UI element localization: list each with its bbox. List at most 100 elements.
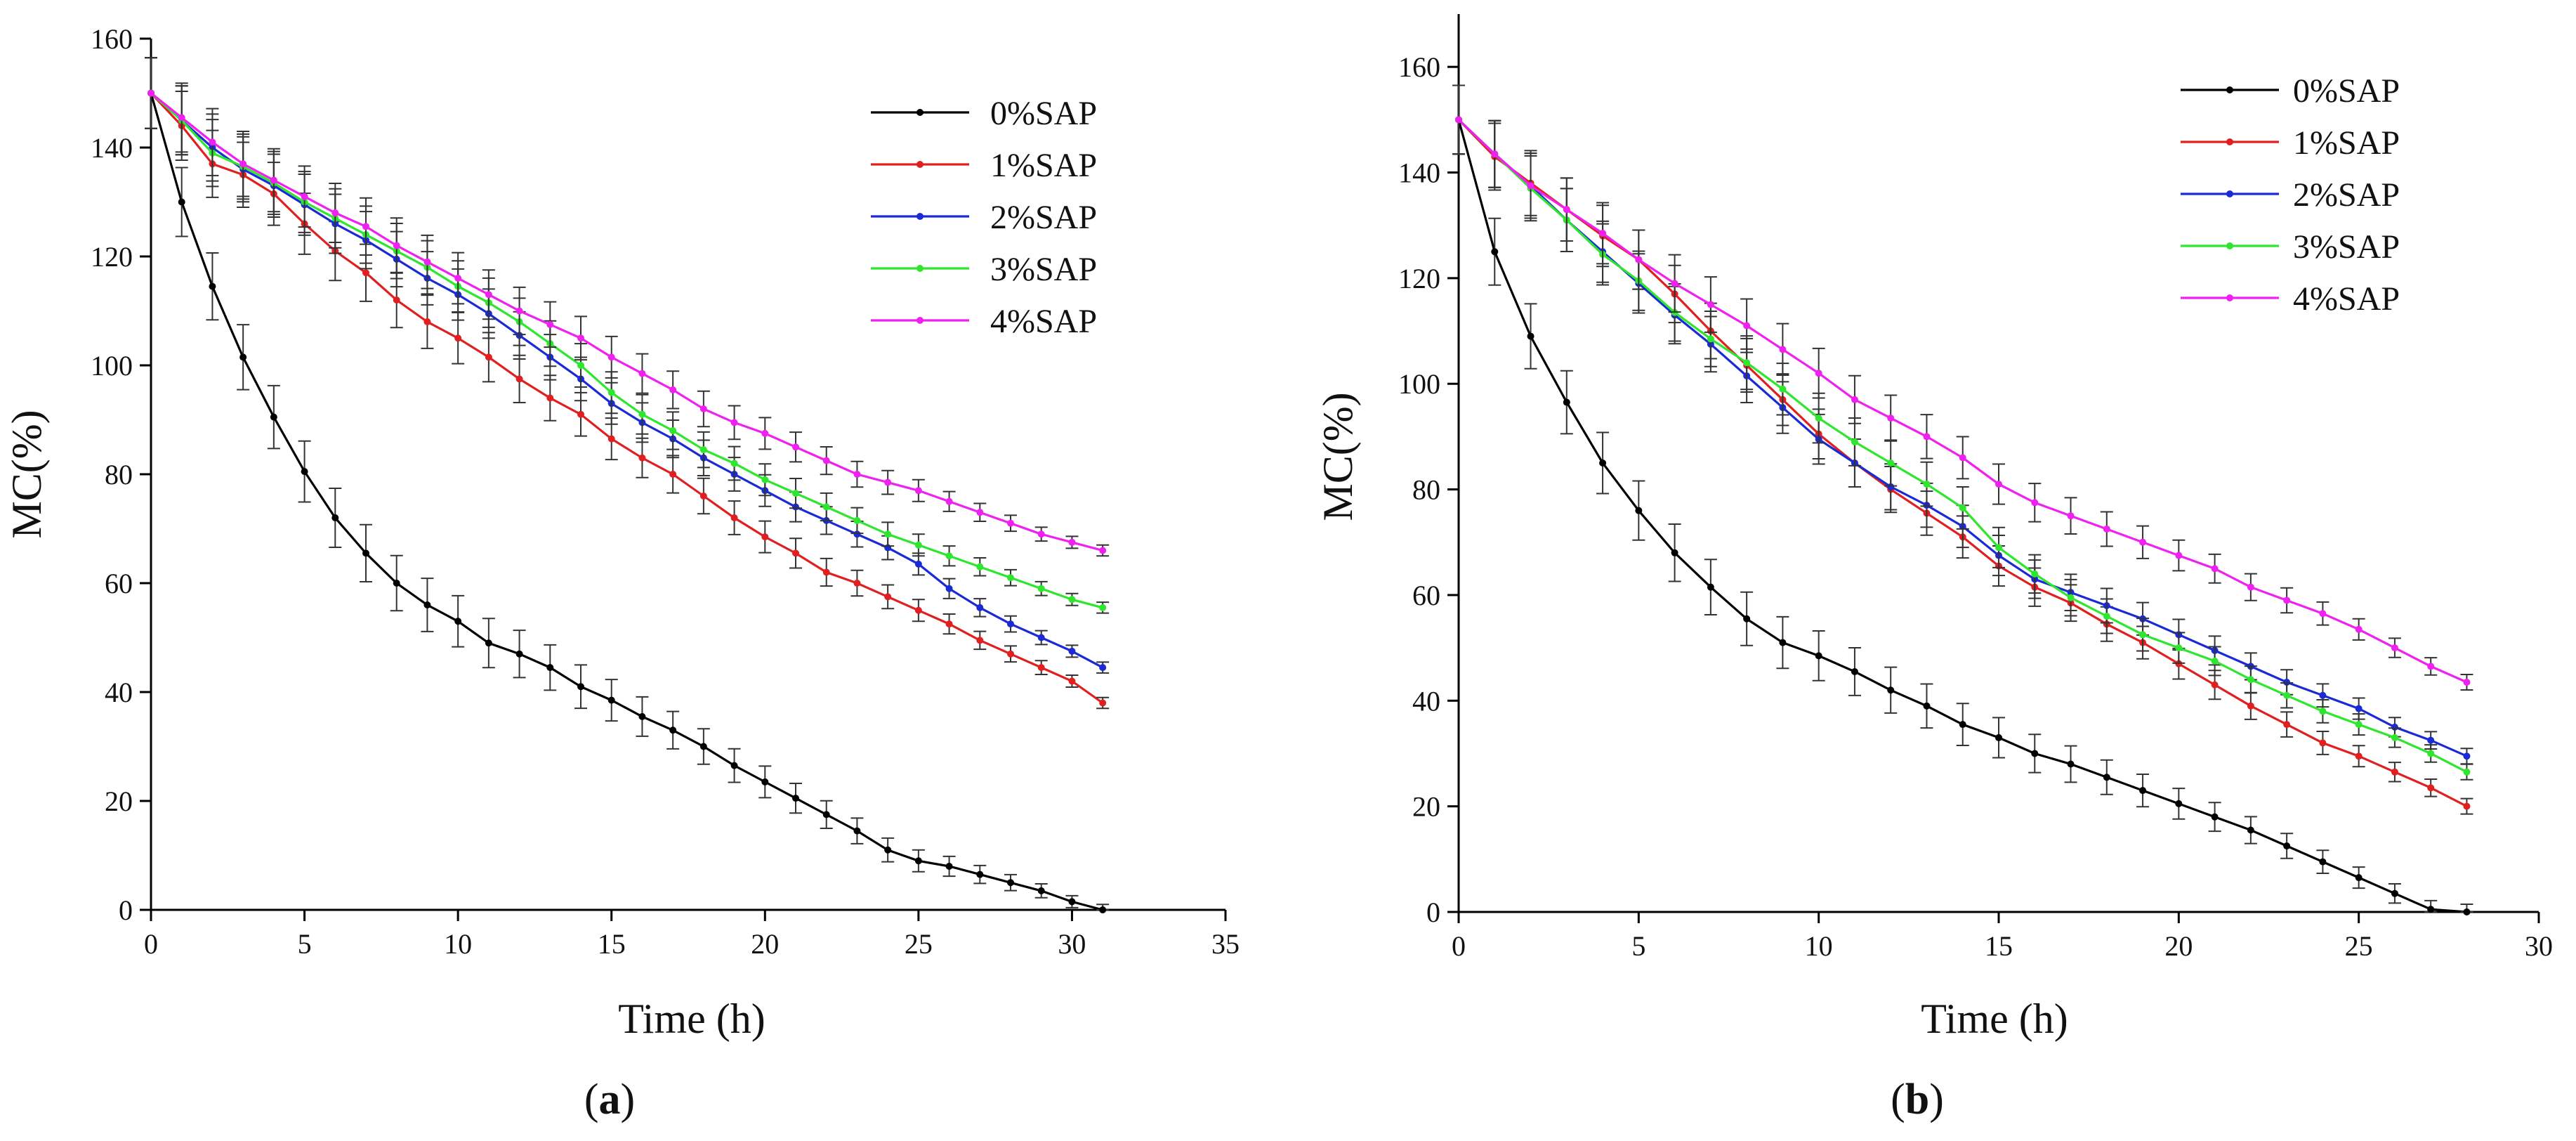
legend-marker xyxy=(2226,138,2233,145)
data-point xyxy=(270,413,277,421)
data-point xyxy=(1851,438,1858,445)
series-line xyxy=(150,92,1104,704)
data-point xyxy=(209,282,216,290)
data-point xyxy=(1068,898,1076,906)
data-point xyxy=(362,269,369,277)
legend-marker xyxy=(2226,242,2233,249)
data-point xyxy=(331,209,339,216)
data-point xyxy=(976,871,984,878)
y-tick-label: 160 xyxy=(1398,51,1440,83)
data-point xyxy=(853,827,861,835)
data-point xyxy=(2211,681,2219,689)
data-point xyxy=(423,318,431,325)
legend-marker xyxy=(916,317,924,324)
y-tick-label: 140 xyxy=(1398,157,1440,189)
data-point xyxy=(2283,842,2291,850)
legend-label: 4%SAP xyxy=(2293,280,2400,318)
data-point xyxy=(546,394,554,402)
data-point xyxy=(1037,585,1045,592)
data-point xyxy=(945,585,953,592)
data-point xyxy=(1068,538,1076,546)
data-point xyxy=(1779,639,1787,646)
data-point xyxy=(2427,906,2435,913)
data-point xyxy=(1068,647,1076,655)
y-tick-label: 120 xyxy=(91,241,133,273)
data-point xyxy=(1099,699,1107,707)
data-point xyxy=(2319,739,2327,747)
data-point xyxy=(1455,116,1462,124)
data-point xyxy=(2463,752,2471,760)
data-point xyxy=(2139,538,2147,546)
y-tick-label: 0 xyxy=(119,894,133,926)
y-tick-label: 20 xyxy=(105,785,133,817)
data-point xyxy=(2139,631,2147,639)
y-tick-label: 80 xyxy=(1412,474,1440,506)
x-tick-label: 5 xyxy=(1631,930,1645,962)
data-point xyxy=(1099,664,1107,672)
legend-item-3%SAP: 3%SAP xyxy=(871,251,1097,288)
x-tick-label: 0 xyxy=(144,928,158,960)
legend-marker xyxy=(2226,294,2233,301)
data-point xyxy=(2067,512,2075,520)
data-point xyxy=(423,258,431,266)
data-point xyxy=(515,307,523,315)
legend-label: 1%SAP xyxy=(2293,124,2400,162)
data-point xyxy=(976,509,984,516)
data-point xyxy=(1743,322,1751,330)
data-point xyxy=(2283,596,2291,604)
data-point xyxy=(2175,644,2183,652)
panel-label-b-open: ( xyxy=(1891,1076,1905,1123)
data-point xyxy=(2139,787,2147,795)
data-point xyxy=(1007,574,1014,582)
data-point xyxy=(2247,702,2254,710)
data-point xyxy=(2391,768,2398,776)
y-axis-label-b: MC(%) xyxy=(1315,392,1361,521)
data-point xyxy=(577,334,584,342)
data-point xyxy=(1007,650,1014,658)
data-point xyxy=(2355,721,2363,729)
data-point xyxy=(730,419,738,426)
series-0%SAP xyxy=(145,57,1110,913)
panel-label-a: (a) xyxy=(584,1076,635,1123)
data-point xyxy=(2391,644,2398,652)
y-axis-label-a: MC(%) xyxy=(4,410,50,538)
x-tick-label: 20 xyxy=(751,928,779,960)
x-tick-label: 25 xyxy=(2345,930,2373,962)
data-point xyxy=(638,410,646,418)
data-point xyxy=(2355,625,2363,633)
data-point xyxy=(699,493,707,500)
data-point xyxy=(1599,459,1607,467)
legend-item-2%SAP: 2%SAP xyxy=(2181,176,2400,214)
data-point xyxy=(2463,678,2471,686)
data-point xyxy=(2427,736,2435,744)
data-point xyxy=(577,362,584,369)
data-point xyxy=(2391,889,2398,897)
data-point xyxy=(147,89,155,97)
data-point xyxy=(730,762,738,769)
data-point xyxy=(485,353,492,361)
legend-item-3%SAP: 3%SAP xyxy=(2181,228,2400,266)
legend-item-4%SAP: 4%SAP xyxy=(871,303,1097,340)
data-point xyxy=(699,743,707,750)
y-tick-label: 60 xyxy=(105,568,133,599)
data-point xyxy=(792,490,799,497)
data-point xyxy=(1779,385,1787,393)
data-point xyxy=(2031,499,2039,507)
data-point xyxy=(2211,813,2219,821)
data-point xyxy=(1815,415,1822,422)
data-point xyxy=(761,533,769,541)
data-point xyxy=(209,138,216,146)
x-tick-label: 5 xyxy=(298,928,312,960)
data-point xyxy=(1068,677,1076,685)
data-point xyxy=(454,618,462,625)
data-point xyxy=(945,552,953,560)
data-point xyxy=(239,160,247,168)
series-line xyxy=(150,92,1103,552)
legend-marker xyxy=(916,109,924,116)
data-point xyxy=(1635,507,1643,514)
data-point xyxy=(699,446,707,454)
data-point xyxy=(822,503,830,511)
y-tick-label: 120 xyxy=(1398,263,1440,294)
data-point xyxy=(1923,481,1931,488)
